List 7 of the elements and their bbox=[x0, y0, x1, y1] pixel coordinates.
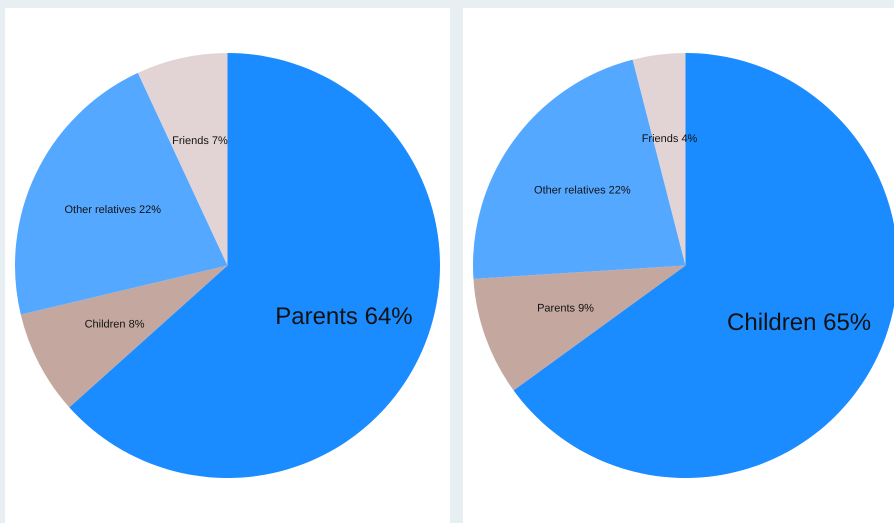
slice-label: Children 8% bbox=[84, 318, 145, 331]
slice-label: Children 65% bbox=[727, 309, 872, 336]
slice-label: Parents 64% bbox=[275, 303, 413, 330]
slice-label: Parents 9% bbox=[537, 302, 594, 315]
slice-label: Other relatives 22% bbox=[534, 184, 631, 197]
slice-label: Other relatives 22% bbox=[64, 204, 162, 216]
slice-label: Friends 7% bbox=[172, 135, 228, 148]
